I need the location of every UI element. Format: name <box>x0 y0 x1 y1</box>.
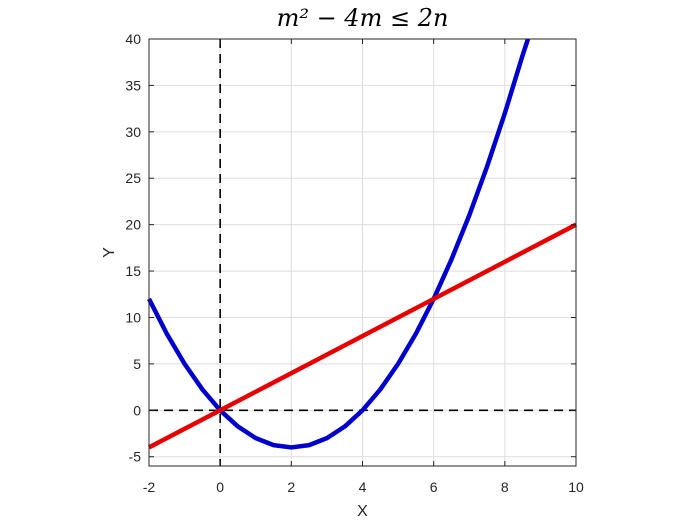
y-tick-label: 10 <box>125 309 141 325</box>
y-axis-label: Y <box>101 247 118 258</box>
series-layer <box>146 38 578 450</box>
y-tick-label: 20 <box>125 217 141 233</box>
x-tick-label: 4 <box>359 479 367 495</box>
x-axis-label: X <box>357 503 368 520</box>
chart-title: m² − 4m ≤ 2n <box>277 4 449 32</box>
linear-series-line <box>147 222 578 450</box>
y-tick-label: -5 <box>129 449 142 465</box>
y-tick-label: 0 <box>133 402 141 418</box>
x-tick-label: -2 <box>143 479 156 495</box>
y-tick-label: 35 <box>125 77 141 93</box>
x-tick-label: 2 <box>287 479 295 495</box>
parabola-series-line <box>146 38 531 450</box>
x-tick-label: 8 <box>501 479 509 495</box>
y-tick-label: 30 <box>125 124 141 140</box>
y-tick-label: 15 <box>125 263 141 279</box>
x-tick-label: 10 <box>568 479 584 495</box>
tick-marks <box>148 38 577 466</box>
x-tick-label: 6 <box>430 479 438 495</box>
y-tick-label: 40 <box>125 31 141 47</box>
x-tick-label: 0 <box>216 479 224 495</box>
y-tick-labels: -5 0 5 10 15 20 25 30 35 40 <box>125 31 141 465</box>
y-tick-label: 5 <box>133 356 141 372</box>
x-tick-labels: -2 0 2 4 6 8 10 <box>143 479 584 495</box>
y-tick-label: 25 <box>125 170 141 186</box>
